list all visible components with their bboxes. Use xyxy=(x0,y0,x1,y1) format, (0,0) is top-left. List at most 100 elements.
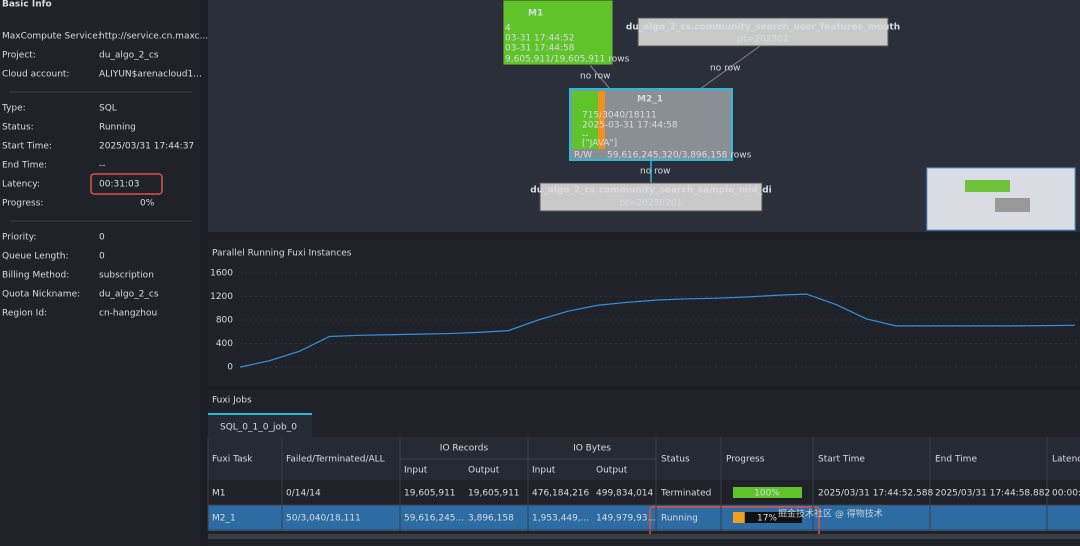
edge xyxy=(699,45,761,90)
node-text: -- xyxy=(582,131,589,141)
cell: 3,896,158 xyxy=(468,514,514,524)
edge-label: no row xyxy=(710,64,740,74)
cell: 2025/03/31 17:44:58.882 xyxy=(935,489,1050,499)
tab[interactable] xyxy=(208,413,312,437)
edge-label: no row xyxy=(640,167,670,177)
node-text: 59,616,245,320/3,896,158 rows xyxy=(607,151,752,161)
y-tick-label: 0 xyxy=(227,363,233,373)
node-progress xyxy=(598,91,605,149)
node-progress xyxy=(572,91,598,149)
cell: Terminated xyxy=(660,489,711,499)
cell: M2_1 xyxy=(212,514,236,524)
node-title: du_algo_2_cs.community_search_user_featu… xyxy=(626,23,900,33)
cell: Running xyxy=(661,514,698,524)
cell: 2025/03/31 17:44:52.588 xyxy=(818,489,933,499)
field-label: Quota Nickname: xyxy=(2,290,80,300)
field-value: ALIYUN$arenacloud1... xyxy=(99,70,202,80)
column-subheader: Output xyxy=(468,466,500,476)
cell: 0/14/14 xyxy=(286,489,321,499)
edge xyxy=(589,64,611,90)
field-label: Billing Method: xyxy=(2,271,69,281)
field-value: 2025/03/31 17:44:37 xyxy=(99,142,194,152)
node-text: 03-31 17:44:58 xyxy=(505,44,575,54)
column-subheader: Output xyxy=(596,466,628,476)
node-title: du_algo_2_cs.community_search_sample_mid… xyxy=(530,186,771,196)
chart-title: Parallel Running Fuxi Instances xyxy=(212,249,352,259)
node-text: 9,605,911/19,605,911 rows xyxy=(505,55,630,65)
y-tick-label: 800 xyxy=(216,316,233,326)
field-label: Queue Length: xyxy=(2,252,69,262)
edge-label: no row xyxy=(580,72,610,82)
column-subheader: Input xyxy=(532,466,556,476)
line-series xyxy=(239,293,1076,368)
y-tick-label: 1600 xyxy=(210,268,233,278)
field-label: Latency: xyxy=(2,180,40,190)
column-header: Failed/Terminated/ALL xyxy=(286,455,385,465)
field-value: du_algo_2_cs xyxy=(99,51,159,61)
cell: 50/3,040/18,111 xyxy=(286,514,361,524)
field-value: subscription xyxy=(99,271,154,281)
field-value: 0 xyxy=(99,252,105,262)
node xyxy=(502,0,614,66)
field-label: Status: xyxy=(2,123,34,133)
node-text: 4 xyxy=(505,24,511,34)
node-text: 2025-03-31 17:44:58 xyxy=(582,121,678,131)
field-label: Start Time: xyxy=(2,142,52,152)
field-value: Running xyxy=(99,123,136,133)
field-value: 0% xyxy=(140,199,155,209)
node-text: R/W xyxy=(574,151,592,161)
field-label: Project: xyxy=(2,51,36,61)
progress-track xyxy=(733,512,802,523)
column-header: Fuxi Task xyxy=(212,455,253,465)
chart-panel xyxy=(208,240,1080,386)
field-label: Progress: xyxy=(2,199,43,209)
field-value: http://service.cn.maxc... xyxy=(99,32,208,42)
cell: 59,616,245... xyxy=(404,514,464,524)
column-header: Start Time xyxy=(818,455,865,465)
watermark: 掘金技术社区 @ 得物技术 xyxy=(778,508,883,520)
y-tick-label: 1200 xyxy=(210,292,233,302)
cell: 1,953,449,... xyxy=(532,514,589,524)
highlight xyxy=(90,173,163,195)
column-header: Status xyxy=(661,455,690,465)
field-label: End Time: xyxy=(2,161,47,171)
column-header: End Time xyxy=(935,455,977,465)
field-label: Priority: xyxy=(2,233,36,243)
y-tick-label: 400 xyxy=(216,339,233,349)
column-header: IO Records xyxy=(440,444,489,454)
cell: M1 xyxy=(212,489,226,499)
field-value: cn-hangzhou xyxy=(99,309,157,319)
field-value: SQL xyxy=(99,104,117,114)
column-subheader: Input xyxy=(404,466,428,476)
column-header: Latenc xyxy=(1052,455,1080,465)
cell: 00:00:0 xyxy=(1052,489,1080,499)
column-header: IO Bytes xyxy=(573,444,611,454)
cell: 19,605,911 xyxy=(468,489,520,499)
cell: 499,834,014 xyxy=(596,489,654,499)
field-value: -- xyxy=(99,161,106,171)
panel-title: Basic Info xyxy=(2,0,52,10)
minimap-node xyxy=(995,198,1030,212)
node-text: 715/3040/18111 xyxy=(582,111,657,121)
column-header: Progress xyxy=(726,455,765,465)
cell: 476,184,216 xyxy=(532,489,590,499)
progress-label: 17% xyxy=(757,514,777,524)
minimap-node xyxy=(965,180,1010,192)
field-value: 0 xyxy=(99,233,105,243)
node-text: pt=202502 xyxy=(737,35,788,45)
node-text: 03-31 17:44:52 xyxy=(505,34,574,44)
progress-label: 100% xyxy=(754,489,780,499)
selected-row[interactable] xyxy=(208,505,1080,531)
node-title: M1 xyxy=(528,9,543,19)
section-title: Fuxi Jobs xyxy=(212,396,252,406)
node xyxy=(539,182,763,212)
cell: 19,605,911 xyxy=(404,489,456,499)
sidebar xyxy=(0,0,200,546)
node xyxy=(637,17,889,47)
progress-bar xyxy=(733,487,802,498)
tab-label: SQL_0_1_0_job_0 xyxy=(220,423,297,433)
field-value: du_algo_2_cs xyxy=(99,290,159,300)
node-title: M2_1 xyxy=(637,95,663,105)
field-label: Cloud account: xyxy=(2,70,69,80)
